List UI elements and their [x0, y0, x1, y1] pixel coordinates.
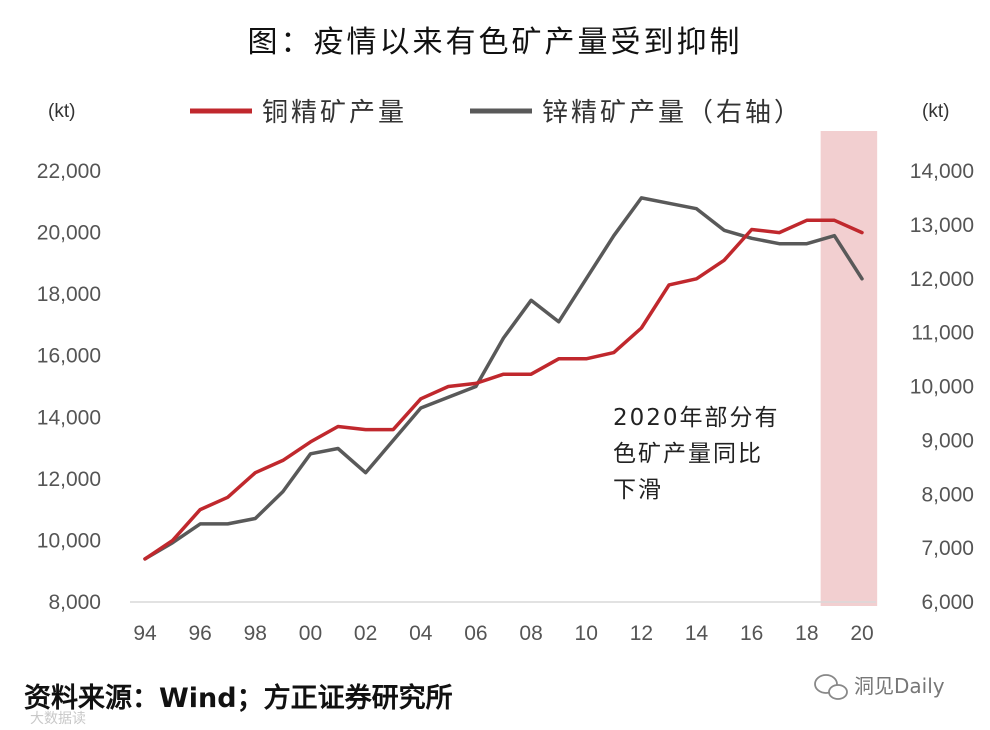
legend-label-zinc: 锌精矿产量（右轴） [542, 98, 803, 128]
left-tick-label: 22,000 [37, 160, 101, 183]
x-axis: 94 96 98 00 02 04 06 08 10 12 14 16 18 20 [133, 622, 873, 645]
left-tick-label: 10,000 [37, 529, 101, 552]
x-tick-label: 02 [354, 622, 377, 645]
right-tick-label: 6,000 [921, 591, 974, 614]
left-tick-label: 18,000 [37, 283, 101, 306]
right-tick-label: 12,000 [910, 268, 974, 291]
x-tick-label: 20 [850, 622, 873, 645]
x-tick-label: 08 [519, 622, 542, 645]
watermark-text: 洞见Daily [854, 674, 945, 698]
chart-title: 图：疫情以来有色矿产量受到抑制 [248, 25, 743, 60]
annotation-line-2: 色矿产量同比 [613, 441, 763, 467]
right-tick-label: 9,000 [921, 429, 974, 452]
x-tick-label: 14 [685, 622, 709, 645]
x-tick-label: 98 [244, 622, 267, 645]
right-tick-label: 13,000 [910, 214, 974, 237]
left-axis: 8,000 10,000 12,000 14,000 16,000 18,000 20,00… [37, 160, 101, 614]
right-tick-label: 11,000 [911, 322, 974, 345]
right-tick-label: 8,000 [921, 483, 974, 506]
watermark: 洞见Daily 大数据读 [30, 674, 945, 727]
series-layer [143, 196, 864, 561]
x-tick-label: 04 [409, 622, 433, 645]
watermark-faint-text: 大数据读 [30, 710, 86, 727]
series-line-copper [143, 218, 864, 561]
right-tick-label: 14,000 [910, 160, 974, 183]
x-tick-label: 16 [740, 622, 763, 645]
wechat-icon [814, 674, 848, 700]
left-tick-label: 8,000 [48, 591, 101, 614]
highlight-band [820, 131, 878, 606]
legend: 铜精矿产量 锌精矿产量（右轴） [190, 98, 803, 128]
annotation-line-1: 2020年部分有 [613, 405, 780, 431]
legend-label-copper: 铜精矿产量 [262, 98, 407, 128]
right-tick-label: 10,000 [910, 376, 974, 399]
left-tick-label: 16,000 [37, 345, 101, 368]
x-tick-label: 00 [299, 622, 322, 645]
x-tick-label: 12 [630, 622, 653, 645]
left-axis-unit: (kt) [48, 101, 75, 122]
x-tick-label: 06 [464, 622, 487, 645]
annotation-line-3: 下滑 [613, 477, 663, 503]
right-axis: 6,000 7,000 8,000 9,000 10,000 11,000 12,000 13… [910, 160, 974, 614]
right-axis-unit: (kt) [922, 101, 949, 122]
left-tick-label: 14,000 [37, 406, 101, 429]
source-note: 资料来源：Wind；方正证券研究所 [24, 682, 453, 714]
left-tick-label: 20,000 [37, 222, 101, 245]
left-tick-label: 12,000 [37, 468, 101, 491]
right-tick-label: 7,000 [921, 537, 974, 560]
annotation: 2020年部分有 色矿产量同比 下滑 [613, 405, 780, 503]
x-tick-label: 94 [133, 622, 157, 645]
x-tick-label: 96 [188, 622, 211, 645]
series-line-zinc [143, 196, 864, 561]
x-tick-label: 10 [575, 622, 598, 645]
x-tick-label: 18 [795, 622, 818, 645]
